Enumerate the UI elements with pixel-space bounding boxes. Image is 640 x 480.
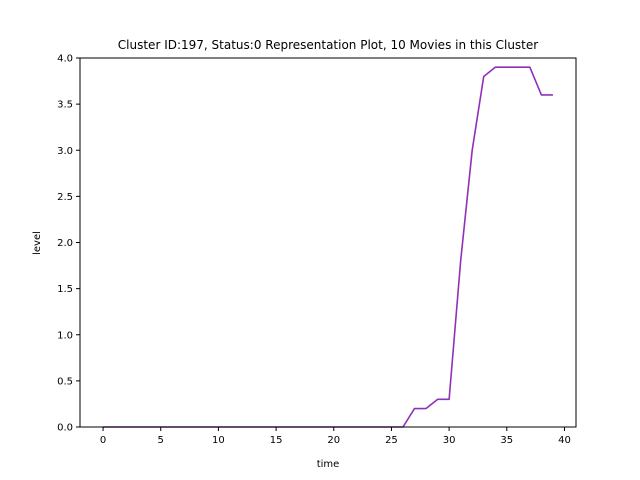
x-tick-label: 20 [327,435,340,446]
x-tick-label: 5 [158,435,164,446]
x-axis-label: time [317,459,340,470]
x-tick-label: 15 [270,435,283,446]
x-tick-label: 25 [385,435,398,446]
series-line-0 [103,66,553,428]
y-tick-label: 1.0 [57,330,73,341]
y-tick-label: 2.5 [57,192,73,203]
y-tick-label: 4.0 [57,54,73,65]
x-tick-label: 10 [212,435,225,446]
plot-frame [79,57,577,428]
y-tick-label: 0.0 [57,423,73,434]
y-tick-label: 1.5 [57,284,73,295]
x-axis: 0 5 10 15 20 25 30 35 40 [100,427,571,446]
y-axis: 0.0 0.5 1.0 1.5 2.0 2.5 3.0 3.5 4.0 [57,54,80,434]
y-axis-label: level [32,231,43,255]
x-tick-label: 35 [500,435,513,446]
y-tick-label: 0.5 [57,376,73,387]
chart-title: Cluster ID:197, Status:0 Representation … [118,38,538,52]
y-tick-label: 3.0 [57,146,73,157]
x-tick-label: 40 [558,435,571,446]
x-tick-label: 0 [100,435,106,446]
y-tick-label: 2.0 [57,238,73,249]
series-layer [103,66,553,428]
x-tick-label: 30 [443,435,456,446]
y-tick-label: 3.5 [57,100,73,111]
